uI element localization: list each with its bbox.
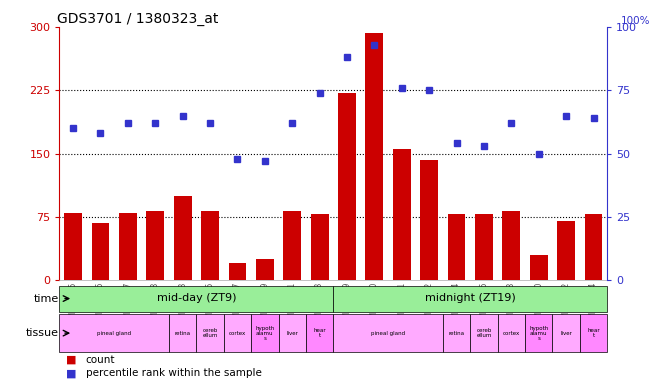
Bar bbox=[92, 223, 110, 280]
Text: ■: ■ bbox=[66, 368, 77, 379]
Bar bbox=[502, 211, 520, 280]
Bar bbox=[552, 314, 580, 353]
Text: pineal gland: pineal gland bbox=[371, 331, 405, 336]
Text: hypoth
alamu
s: hypoth alamu s bbox=[255, 326, 275, 341]
Text: hear
t: hear t bbox=[587, 328, 600, 338]
Text: midnight (ZT19): midnight (ZT19) bbox=[425, 293, 515, 303]
Bar bbox=[174, 196, 191, 280]
Text: cortex: cortex bbox=[229, 331, 246, 336]
Text: 100%: 100% bbox=[621, 16, 650, 26]
Bar bbox=[59, 314, 169, 353]
Bar bbox=[224, 314, 251, 353]
Text: tissue: tissue bbox=[26, 328, 59, 338]
Bar bbox=[443, 314, 470, 353]
Text: GDS3701 / 1380323_at: GDS3701 / 1380323_at bbox=[57, 12, 218, 26]
Bar bbox=[475, 214, 493, 280]
Bar bbox=[471, 314, 498, 353]
Text: count: count bbox=[86, 355, 115, 365]
Bar bbox=[59, 286, 333, 311]
Bar bbox=[201, 211, 219, 280]
Bar bbox=[283, 211, 301, 280]
Bar bbox=[306, 314, 333, 353]
Bar bbox=[64, 213, 82, 280]
Bar bbox=[557, 221, 575, 280]
Text: mid-day (ZT9): mid-day (ZT9) bbox=[156, 293, 236, 303]
Text: cereb
ellum: cereb ellum bbox=[203, 328, 218, 338]
Bar bbox=[498, 314, 525, 353]
Bar bbox=[580, 314, 607, 353]
Bar bbox=[420, 159, 438, 280]
Bar bbox=[251, 314, 279, 353]
Bar bbox=[585, 214, 603, 280]
Bar bbox=[338, 93, 356, 280]
Bar bbox=[147, 211, 164, 280]
Text: retina: retina bbox=[175, 331, 191, 336]
Bar bbox=[333, 286, 607, 311]
Text: time: time bbox=[34, 293, 59, 304]
Bar bbox=[525, 314, 552, 353]
Text: ■: ■ bbox=[66, 355, 77, 365]
Bar bbox=[530, 255, 548, 280]
Text: retina: retina bbox=[449, 331, 465, 336]
Bar bbox=[169, 314, 197, 353]
Bar bbox=[256, 259, 274, 280]
Bar bbox=[119, 213, 137, 280]
Text: liver: liver bbox=[560, 331, 572, 336]
Bar bbox=[311, 214, 329, 280]
Bar bbox=[197, 314, 224, 353]
Text: pineal gland: pineal gland bbox=[97, 331, 131, 336]
Text: hypoth
alamu
s: hypoth alamu s bbox=[529, 326, 548, 341]
Bar bbox=[393, 149, 411, 280]
Bar bbox=[366, 33, 383, 280]
Bar bbox=[279, 314, 306, 353]
Bar bbox=[228, 263, 246, 280]
Text: cereb
ellum: cereb ellum bbox=[477, 328, 492, 338]
Text: cortex: cortex bbox=[503, 331, 520, 336]
Text: hear
t: hear t bbox=[314, 328, 326, 338]
Bar bbox=[447, 214, 465, 280]
Text: percentile rank within the sample: percentile rank within the sample bbox=[86, 368, 261, 379]
Bar bbox=[333, 314, 443, 353]
Text: liver: liver bbox=[286, 331, 298, 336]
